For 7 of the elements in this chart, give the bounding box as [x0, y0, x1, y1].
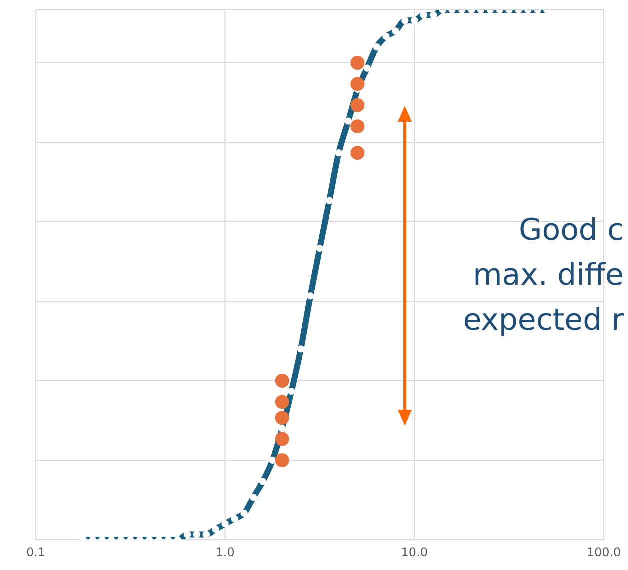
- x-tick-label: 0.1: [26, 546, 46, 560]
- annotation: expected r: [463, 302, 624, 340]
- x-tick-label: 100.0: [586, 546, 622, 560]
- x-tick-label: 10.0: [401, 546, 428, 560]
- annotation: Good c: [518, 212, 624, 250]
- annotation: max. diffe: [472, 257, 624, 295]
- x-tick-label: 1.0: [216, 546, 235, 560]
